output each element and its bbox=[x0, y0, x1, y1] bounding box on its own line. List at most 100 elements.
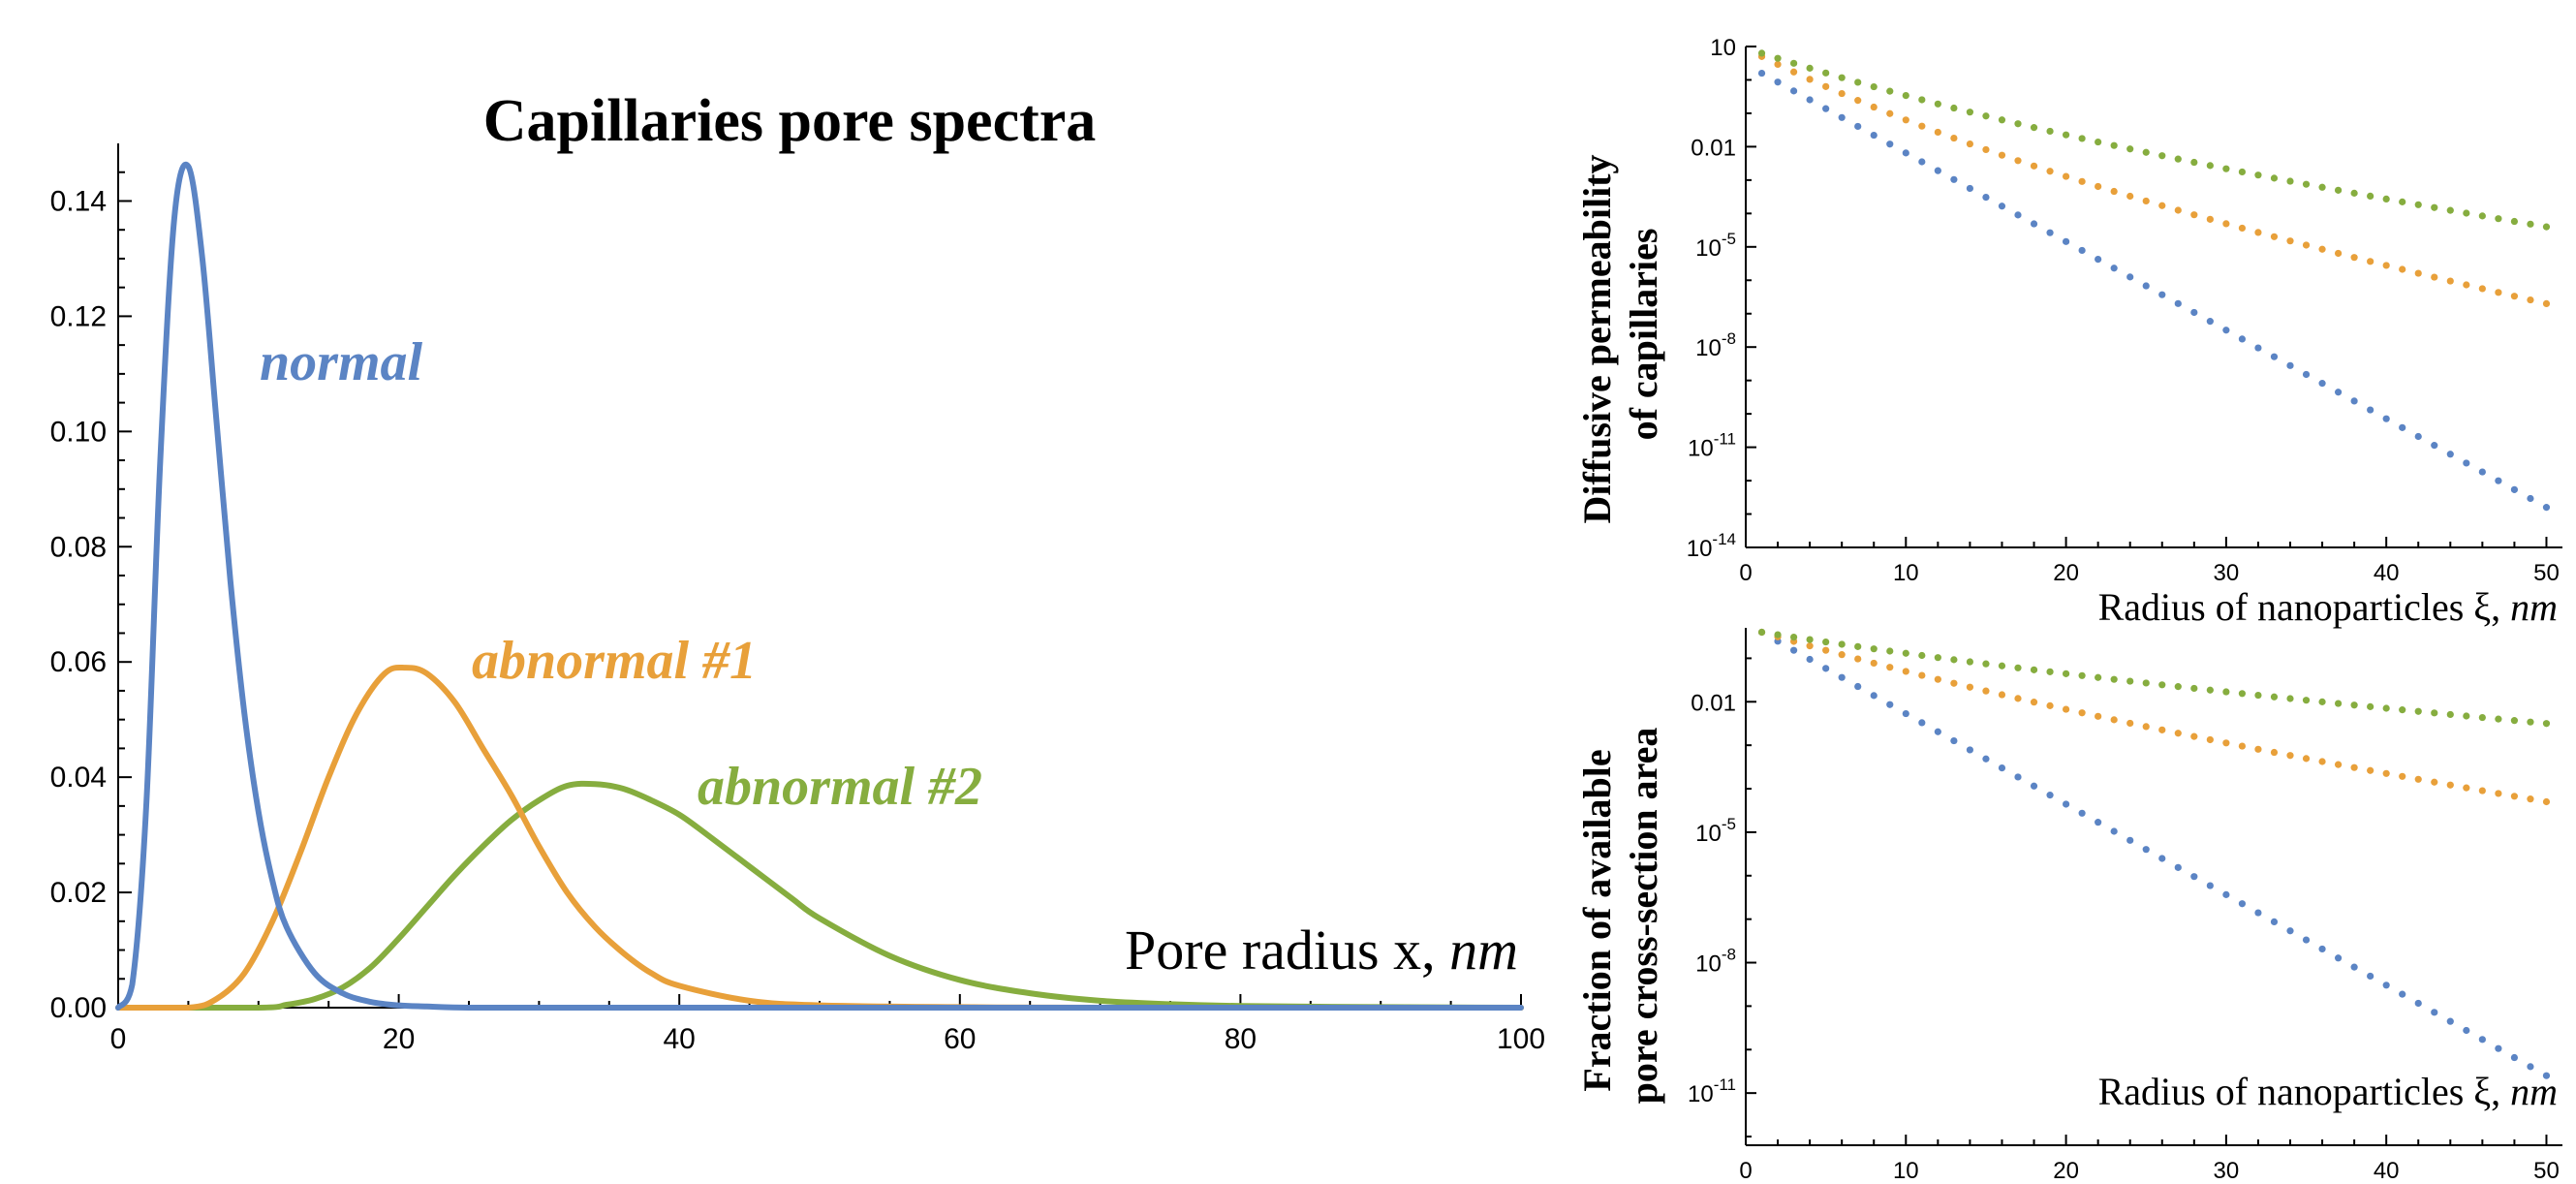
main-x-tick-label: 0 bbox=[110, 1023, 127, 1055]
tr-point bbox=[1982, 193, 1990, 202]
br-point bbox=[2463, 784, 2470, 792]
br-point bbox=[2350, 963, 2358, 971]
tr-point bbox=[1966, 184, 1974, 193]
br-y-tick-exp: -11 bbox=[1714, 1075, 1736, 1094]
tr-point bbox=[1998, 151, 2006, 159]
tr-point bbox=[2238, 335, 2247, 343]
tr-point bbox=[2095, 182, 2102, 191]
br-point bbox=[2399, 990, 2406, 998]
tr-point bbox=[2431, 203, 2438, 211]
tr-point bbox=[2190, 158, 2198, 167]
tr-point bbox=[2062, 237, 2070, 245]
tr-point bbox=[2014, 211, 2022, 219]
br-y-tick-base: 10 bbox=[1695, 821, 1722, 847]
tr-point bbox=[2350, 397, 2358, 405]
br-point bbox=[2078, 671, 2086, 679]
br-point bbox=[2142, 679, 2150, 687]
br-point bbox=[2190, 684, 2198, 693]
label-abnormal-1: abnormal #1 bbox=[472, 631, 757, 691]
tr-y-tick-base: 10 bbox=[1695, 235, 1722, 262]
br-point bbox=[1854, 655, 1862, 663]
tr-point bbox=[1854, 97, 1862, 105]
br-point bbox=[2286, 695, 2294, 702]
br-point bbox=[2222, 688, 2230, 696]
br-x-axis-label: Radius of nanoparticles ξ, nm bbox=[2098, 1070, 2558, 1113]
tr-point bbox=[1918, 96, 1926, 104]
tr-point bbox=[2510, 485, 2519, 493]
tr-x-tick-label: 30 bbox=[2214, 560, 2240, 586]
tr-y-axis-label-line2: of capillaries bbox=[1622, 229, 1665, 441]
label-normal: normal bbox=[260, 332, 422, 392]
br-point bbox=[2334, 700, 2343, 707]
tr-point bbox=[1950, 175, 1958, 183]
br-point bbox=[2046, 701, 2054, 709]
tr-point bbox=[1966, 109, 1974, 116]
series-line-normal bbox=[115, 161, 1524, 1012]
tr-point bbox=[2334, 389, 2343, 396]
br-point bbox=[2126, 836, 2134, 844]
main-y-tick-label: 0.00 bbox=[50, 992, 107, 1024]
br-point bbox=[1934, 654, 1941, 662]
br-point bbox=[2286, 752, 2294, 760]
br-point bbox=[2527, 718, 2534, 726]
br-point bbox=[2399, 706, 2406, 714]
tr-point bbox=[2542, 299, 2551, 307]
main-y-tick-label: 0.08 bbox=[50, 531, 107, 563]
tr-point bbox=[2078, 135, 2086, 142]
br-point bbox=[2367, 702, 2374, 710]
tr-point bbox=[2414, 432, 2422, 441]
tr-point bbox=[2158, 152, 2166, 160]
br-point bbox=[2382, 704, 2390, 712]
tr-point bbox=[2431, 273, 2438, 281]
tr-point bbox=[2126, 192, 2134, 201]
main-x-tick-label: 60 bbox=[944, 1023, 976, 1055]
tr-point bbox=[2046, 127, 2054, 136]
br-point bbox=[2446, 781, 2454, 789]
tr-point bbox=[1854, 122, 1862, 131]
br-point bbox=[2542, 1072, 2551, 1079]
br-point bbox=[1806, 655, 1814, 664]
tr-y-tick-exp: -11 bbox=[1714, 430, 1736, 449]
br-point bbox=[2334, 761, 2343, 768]
tr-point bbox=[1934, 167, 1941, 174]
tr-point bbox=[2302, 370, 2311, 379]
tr-point bbox=[2222, 165, 2230, 172]
br-x-axis-label-text: Radius of nanoparticles ξ, bbox=[2098, 1070, 2511, 1113]
br-point bbox=[2431, 778, 2438, 786]
tr-point bbox=[1966, 140, 1974, 148]
tr-point bbox=[2399, 198, 2406, 205]
br-x-tick-label: 20 bbox=[2053, 1158, 2079, 1184]
tr-point bbox=[2142, 282, 2150, 290]
br-point bbox=[2238, 742, 2247, 750]
br-point bbox=[2078, 709, 2086, 717]
br-y-tick-base: 10 bbox=[1688, 1081, 1714, 1107]
tr-point bbox=[2495, 289, 2502, 296]
tr-series-normal bbox=[1757, 69, 2551, 512]
tr-point bbox=[2510, 293, 2519, 300]
tr-point bbox=[2030, 124, 2038, 132]
br-point bbox=[2110, 827, 2118, 835]
tr-point bbox=[1838, 74, 1846, 81]
tr-point bbox=[2510, 217, 2519, 226]
br-point bbox=[1966, 658, 1974, 666]
tr-point bbox=[2463, 281, 2470, 289]
br-x-axis-label-unit: nm bbox=[2510, 1070, 2558, 1113]
tr-point bbox=[2222, 327, 2230, 334]
tr-point bbox=[1934, 100, 1941, 108]
tr-point bbox=[2478, 285, 2486, 293]
br-point bbox=[2431, 709, 2438, 717]
br-point bbox=[2095, 819, 2102, 826]
main-x-tick-label: 100 bbox=[1497, 1023, 1545, 1055]
br-point bbox=[2318, 758, 2326, 765]
label-abnormal-2: abnormal #2 bbox=[698, 757, 982, 817]
br-y-axis-label: Fraction of available pore cross-section… bbox=[1575, 728, 1665, 1105]
tr-point bbox=[2126, 273, 2134, 281]
tr-point bbox=[2095, 138, 2102, 146]
tr-point bbox=[2238, 224, 2247, 233]
br-series-abnormal1 bbox=[1757, 628, 2551, 806]
br-point bbox=[2270, 748, 2279, 757]
tr-y-axis-label-line1: Diffusive permeability bbox=[1575, 154, 1619, 523]
br-point bbox=[2206, 735, 2214, 744]
